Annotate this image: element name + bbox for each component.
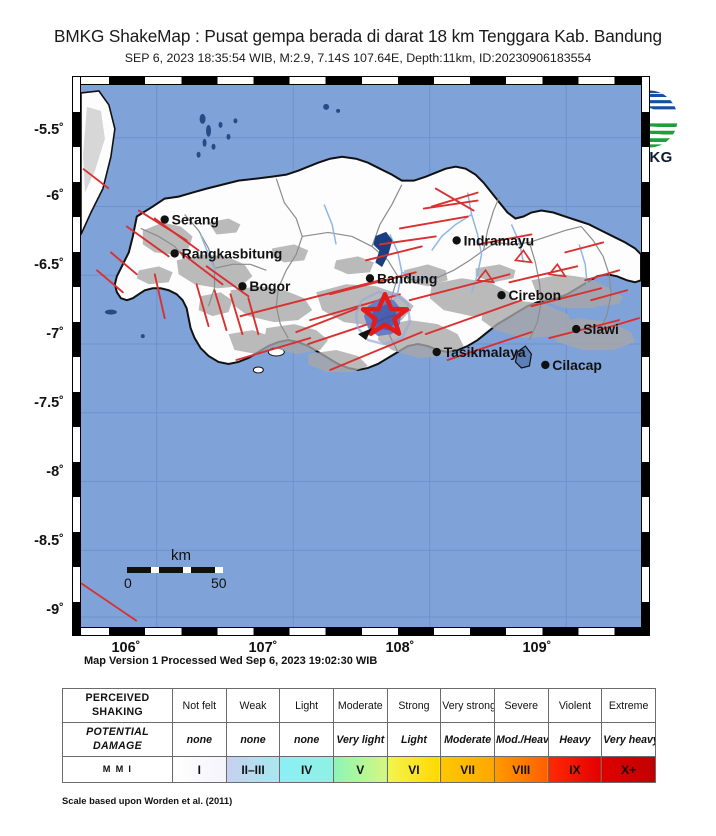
legend-row-perceived-shaking: PERCEIVED SHAKING Not felt Weak Light Mo… — [62, 688, 656, 723]
x-tick-label-1: 107˚ — [248, 640, 278, 656]
sumatra-relief — [82, 106, 105, 193]
legend-rowhead-perceived-shaking: PERCEIVED SHAKING — [62, 688, 173, 723]
legend-cell-mmi-2: II–III — [225, 756, 281, 783]
fault-lines — [95, 187, 640, 371]
city-marker-serang[interactable] — [160, 215, 169, 224]
scale-bar: km 0 50 — [124, 547, 257, 591]
city-label-cirebon: Cirebon — [508, 287, 561, 303]
scale-bar-graphic — [127, 567, 223, 573]
legend-rowhead-potential-damage: POTENTIAL DAMAGE — [62, 722, 173, 757]
fault-line — [82, 167, 110, 190]
legend-rowhead-damage-line-1: POTENTIAL — [86, 726, 149, 739]
legend-cell-mmi-5: VI — [386, 756, 442, 783]
city-label-serang: Serang — [172, 211, 219, 227]
page-title: BMKG ShakeMap : Pusat gempa berada di da… — [54, 26, 662, 46]
city-marker-slawi[interactable] — [572, 324, 581, 334]
map-border-bottom — [73, 627, 649, 635]
legend-cell-damage-4: Very light — [332, 722, 388, 757]
legend-cell-damage-8: Heavy — [547, 722, 603, 757]
intensity-legend-table: PERCEIVED SHAKING Not felt Weak Light Mo… — [62, 688, 656, 783]
legend-rowhead-damage-line-2: DAMAGE — [93, 739, 142, 752]
legend-cell-damage-6: Moderate — [440, 722, 495, 757]
y-tick-label-2: -6.5˚ — [34, 257, 64, 273]
legend-cell-damage-9: Very heavy — [601, 722, 656, 757]
y-tick-label-6: -8.5˚ — [34, 533, 64, 549]
legend-cell-mmi-7: VIII — [493, 756, 549, 783]
legend-cell-damage-1: none — [172, 722, 227, 757]
legend-row-potential-damage: POTENTIAL DAMAGE none none none Very lig… — [62, 722, 656, 757]
legend-cell-mmi-8: IX — [547, 756, 603, 783]
y-tick-label-5: -8˚ — [46, 464, 64, 480]
offshore-islets — [252, 347, 285, 374]
legend-cell-damage-5: Light — [386, 722, 442, 757]
y-tick-label-0: -5.5˚ — [34, 122, 64, 138]
map-border-left — [73, 77, 81, 635]
scale-bar-max: 50 — [211, 575, 227, 591]
legend-cell-shaking-9: Extreme — [601, 688, 656, 723]
city-label-rangkasbitung: Rangkasbitung — [182, 245, 283, 261]
map-graphic: Serang Rangkasbitung Bogor Indramayu Cir… — [81, 85, 641, 627]
legend-cell-shaking-4: Moderate — [332, 688, 388, 723]
legend-cell-damage-3: none — [279, 722, 334, 757]
map-version-caption: Map Version 1 Processed Wed Sep 6, 2023 … — [84, 655, 378, 667]
scale-bar-unit: km — [171, 547, 191, 564]
city-label-cilacap: Cilacap — [552, 357, 602, 373]
city-marker-bandung[interactable] — [365, 274, 375, 283]
legend-cell-shaking-5: Strong — [386, 688, 442, 723]
city-marker-tasikmalaya[interactable] — [432, 347, 441, 357]
city-layer: Serang Rangkasbitung Bogor Indramayu Cir… — [160, 211, 619, 373]
legend-credit: Scale based upon Worden et al. (2011) — [62, 795, 233, 806]
legend-cell-shaking-7: Severe — [493, 688, 549, 723]
city-marker-bogor[interactable] — [238, 282, 247, 291]
x-tick-label-2: 108˚ — [385, 640, 415, 656]
title-block: BMKG ShakeMap : Pusat gempa berada di da… — [0, 26, 716, 65]
province-boundaries — [140, 178, 612, 353]
scale-bar-min: 0 — [124, 575, 132, 591]
legend-cell-mmi-6: VII — [440, 756, 495, 783]
city-label-indramayu: Indramayu — [464, 232, 534, 248]
event-subtitle: SEP 6, 2023 18:35:54 WIB, M:2.9, 7.14S 1… — [124, 51, 592, 65]
y-tick-label-7: -9˚ — [46, 602, 64, 618]
legend-rowhead-line-1: PERCEIVED — [85, 692, 150, 705]
map-border-top — [73, 77, 649, 85]
legend-rowhead-mmi: M M I — [62, 756, 173, 783]
shakemap-canvas[interactable]: Serang Rangkasbitung Bogor Indramayu Cir… — [72, 76, 650, 636]
epicenter-pointer — [358, 328, 372, 341]
legend-cell-shaking-3: Light — [279, 688, 334, 723]
legend-row-mmi: M M I I II–III IV V VI VII VIII IX X+ — [62, 756, 656, 783]
fault-line-sw — [81, 582, 138, 622]
legend-cell-mmi-4: V — [332, 756, 388, 783]
legend-cell-mmi-3: IV — [279, 756, 334, 783]
city-marker-cilacap[interactable] — [541, 360, 550, 370]
legend-cell-mmi-9: X+ — [601, 756, 656, 783]
segara-anakan-bay — [514, 345, 533, 369]
legend-cell-shaking-2: Weak — [225, 688, 281, 723]
city-marker-cirebon[interactable] — [497, 291, 506, 300]
x-tick-label-0: 106˚ — [111, 640, 141, 656]
y-tick-label-3: -7˚ — [46, 326, 64, 342]
x-tick-label-3: 109˚ — [522, 640, 552, 656]
map-border-right — [641, 77, 649, 635]
epicenter-star-icon[interactable] — [360, 291, 410, 336]
y-tick-label-1: -6˚ — [46, 188, 64, 204]
map-inner: Serang Rangkasbitung Bogor Indramayu Cir… — [81, 85, 641, 627]
thrust-markers — [475, 248, 568, 284]
city-label-bandung: Bandung — [377, 270, 437, 286]
city-marker-rangkasbitung[interactable] — [170, 249, 179, 258]
city-label-bogor: Bogor — [249, 278, 291, 294]
y-tick-label-4: -7.5˚ — [34, 395, 64, 411]
legend-cell-mmi-1: I — [172, 756, 227, 783]
legend-rowhead-line-2: SHAKING — [92, 705, 143, 718]
legend-cell-shaking-1: Not felt — [172, 688, 227, 723]
legend-cell-shaking-6: Very strong — [440, 688, 495, 723]
city-label-tasikmalaya: Tasikmalaya — [444, 344, 526, 360]
scale-bar-numbers: 0 50 — [124, 575, 227, 591]
legend-cell-damage-2: none — [225, 722, 281, 757]
legend-cell-damage-7: Mod./Heavy — [493, 722, 549, 757]
city-label-slawi: Slawi — [583, 321, 619, 337]
city-marker-indramayu[interactable] — [452, 236, 461, 245]
legend-cell-shaking-8: Violent — [547, 688, 603, 723]
